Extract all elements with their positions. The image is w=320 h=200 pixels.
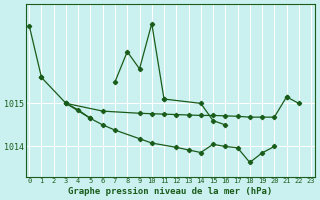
X-axis label: Graphe pression niveau de la mer (hPa): Graphe pression niveau de la mer (hPa) [68, 187, 272, 196]
